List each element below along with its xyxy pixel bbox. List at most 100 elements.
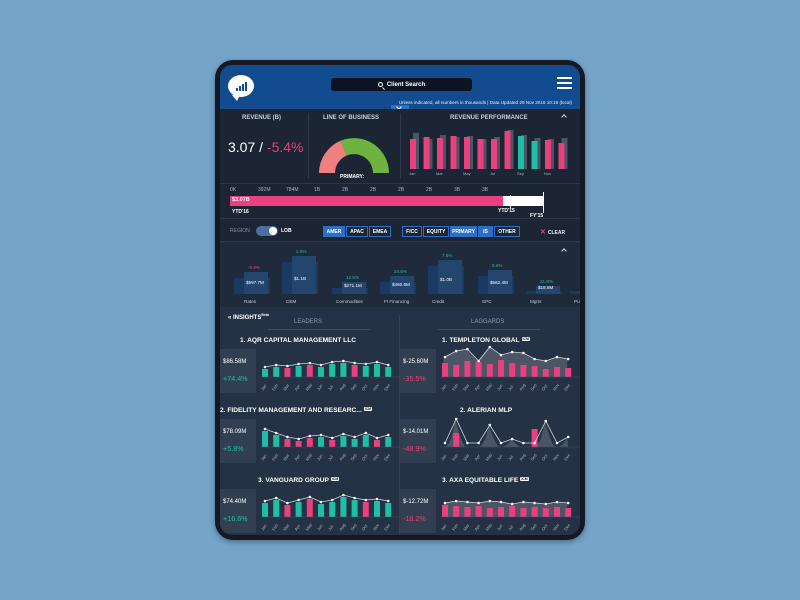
lob-filter-ficc[interactable]: FICC <box>402 226 422 237</box>
lob-bar-spc[interactable]: $662.4M 9.6% SPC <box>478 242 524 307</box>
insight-summary-box: $-12.72M -18.2% <box>400 489 436 533</box>
sparkline-line <box>444 418 569 444</box>
icm-badge: ICM <box>521 337 530 341</box>
region-lob-toggle[interactable] <box>256 226 278 236</box>
sparkline-bar <box>362 366 369 377</box>
insight-pct: -18.2% <box>403 514 426 523</box>
insight-sparkline[interactable]: Jan Feb Mar Apr May Jun Jul Aug Sep Oct Nov Dec <box>260 415 400 467</box>
sparkline-point <box>499 353 503 357</box>
sparkline-bar <box>442 505 448 517</box>
lob-filter-equity[interactable]: EQUITY <box>423 226 449 237</box>
perf-bar-current[interactable] <box>558 143 565 169</box>
insight-title[interactable]: 2. ALERIAN MLP <box>460 407 513 414</box>
insight-title[interactable]: 3. VANGUARD GROUP ICM <box>258 477 340 484</box>
month-label: Feb <box>271 452 280 461</box>
sparkline-point <box>319 500 323 504</box>
lob-bar-current <box>342 282 366 294</box>
month-label: Oct <box>361 383 369 392</box>
month-label: Sep <box>349 452 358 462</box>
perf-bar-current[interactable] <box>450 136 457 169</box>
sparkline-bar <box>318 504 324 517</box>
perf-bar-current[interactable] <box>504 131 511 169</box>
lob-bar-fi-financing[interactable]: $460.6M 24.6% FI Financing <box>380 242 426 307</box>
sparkline-point <box>263 427 267 431</box>
lob-filter-other[interactable]: OTHER <box>494 226 520 237</box>
sparkline-bar <box>475 362 482 377</box>
perf-bar-current[interactable] <box>531 141 538 169</box>
insight-title[interactable]: 2. FIDELITY MANAGEMENT AND RESEARC... ICM <box>220 407 372 414</box>
perf-bar-current[interactable] <box>464 137 470 169</box>
lob-filter-is[interactable]: IS <box>478 226 493 237</box>
perf-bar-current[interactable] <box>545 140 551 169</box>
perf-bar-current[interactable] <box>491 139 497 169</box>
month-label: Oct <box>541 523 549 532</box>
lob-bar-pul[interactable]: Pul <box>570 242 580 307</box>
sparkline-bar <box>464 361 471 377</box>
sparkline-bar <box>385 437 392 447</box>
perf-month-label: Jul <box>490 171 496 176</box>
month-label: Apr <box>473 523 481 532</box>
insight-title[interactable]: 1. AQR CAPITAL MANAGEMENT LLC <box>240 337 356 344</box>
perf-bar-current[interactable] <box>437 138 443 169</box>
lob-bar-rates[interactable]: $597.7M -5.9% Rates <box>234 242 280 307</box>
lob-value: $18.8M <box>538 284 554 290</box>
insights-title[interactable]: « INSIGHTSBeta <box>228 313 269 321</box>
sparkline-bar <box>520 508 527 517</box>
perf-month-label: Jan <box>409 171 416 176</box>
sparkline-point <box>297 362 300 366</box>
month-label: Jun <box>496 523 504 532</box>
insight-amount: $86.58M <box>223 359 247 365</box>
lob-filter-primary[interactable]: PRIMARY <box>450 226 477 237</box>
month-label: Sep <box>349 522 358 532</box>
insight-sparkline[interactable]: Jan Feb Mar Apr May Jun Jul Aug Sep Oct Nov Dec <box>440 485 580 535</box>
lob-bar-cem[interactable]: $1.1B 2.6% CEM <box>282 242 328 307</box>
sparkline-point <box>555 441 559 445</box>
perf-bar-current[interactable] <box>477 139 484 169</box>
lob-bar-mgmt[interactable]: $18.8M 21.8% Mgmt <box>526 242 572 307</box>
month-label: Jun <box>316 523 324 532</box>
insight-title[interactable]: 3. AXA EQUITABLE LIFE ICM <box>442 477 529 484</box>
lob-name: Pul <box>574 299 580 304</box>
month-label: Mar <box>282 452 291 461</box>
chevron-up-icon[interactable] <box>561 114 567 120</box>
sparkline-point <box>477 501 480 505</box>
region-filter-emea[interactable]: EMEA <box>369 226 391 237</box>
clear-button[interactable]: ✕ CLEAR <box>540 229 566 236</box>
chat-chart-logo-icon[interactable] <box>228 75 254 101</box>
timeline-tick: 1B <box>314 187 321 193</box>
insight-sparkline[interactable]: Jan Feb Mar Apr May Jun Jul Aug Sep Oct Nov Dec <box>440 415 580 467</box>
menu-icon[interactable] <box>557 77 572 89</box>
perf-title: REVENUE PERFORMANCE <box>450 115 528 121</box>
insight-title[interactable]: 1. TEMPLETON GLOBAL ICM <box>442 337 530 344</box>
insight-sparkline[interactable]: Jan Feb Mar Apr May Jun Jul Aug Sep Oct Nov Dec <box>440 345 580 397</box>
sparkline-point <box>263 499 267 503</box>
client-search-button[interactable]: Client Search <box>331 78 472 91</box>
insight-sparkline[interactable]: Jan Feb Mar Apr May Jun Jul Aug Sep Oct Nov Dec <box>260 485 400 535</box>
lob-gauge[interactable] <box>316 129 392 175</box>
lob-bar-commodities[interactable]: $271.1M 12.5% Commodities <box>332 242 378 307</box>
sparkline-point <box>566 501 570 505</box>
month-label: Jul <box>507 454 514 461</box>
sparkline-bar <box>295 502 302 517</box>
lob-name: Credit <box>432 299 445 304</box>
collapse-chevron-icon[interactable] <box>391 105 409 111</box>
sparkline-bar <box>520 365 527 377</box>
month-label: Jun <box>496 453 504 462</box>
perf-bar-current[interactable] <box>518 136 524 169</box>
sparkline-line <box>264 428 389 440</box>
sparkline-point <box>533 501 536 505</box>
region-filter-amer[interactable]: AMER <box>323 226 345 237</box>
month-label: Feb <box>451 382 460 391</box>
perf-bar-current[interactable] <box>410 139 416 169</box>
month-label: Feb <box>271 382 280 391</box>
app-screen: Client Search Unless indicated, all numb… <box>220 65 580 535</box>
region-filter-apac[interactable]: APAC <box>346 226 368 237</box>
sparkline-point <box>466 500 469 504</box>
lob-bar-credit[interactable]: $1.0B 7.6% Credit <box>428 242 474 307</box>
month-label: Nov <box>552 382 561 392</box>
insight-sparkline[interactable]: Jan Feb Mar Apr May Jun Jul Aug Sep Oct Nov Dec <box>260 345 400 397</box>
perf-bar-current[interactable] <box>423 137 430 169</box>
sparkline-bar <box>498 507 504 517</box>
lob-value: $1.1B <box>294 275 307 281</box>
sparkline-bar <box>295 366 302 377</box>
